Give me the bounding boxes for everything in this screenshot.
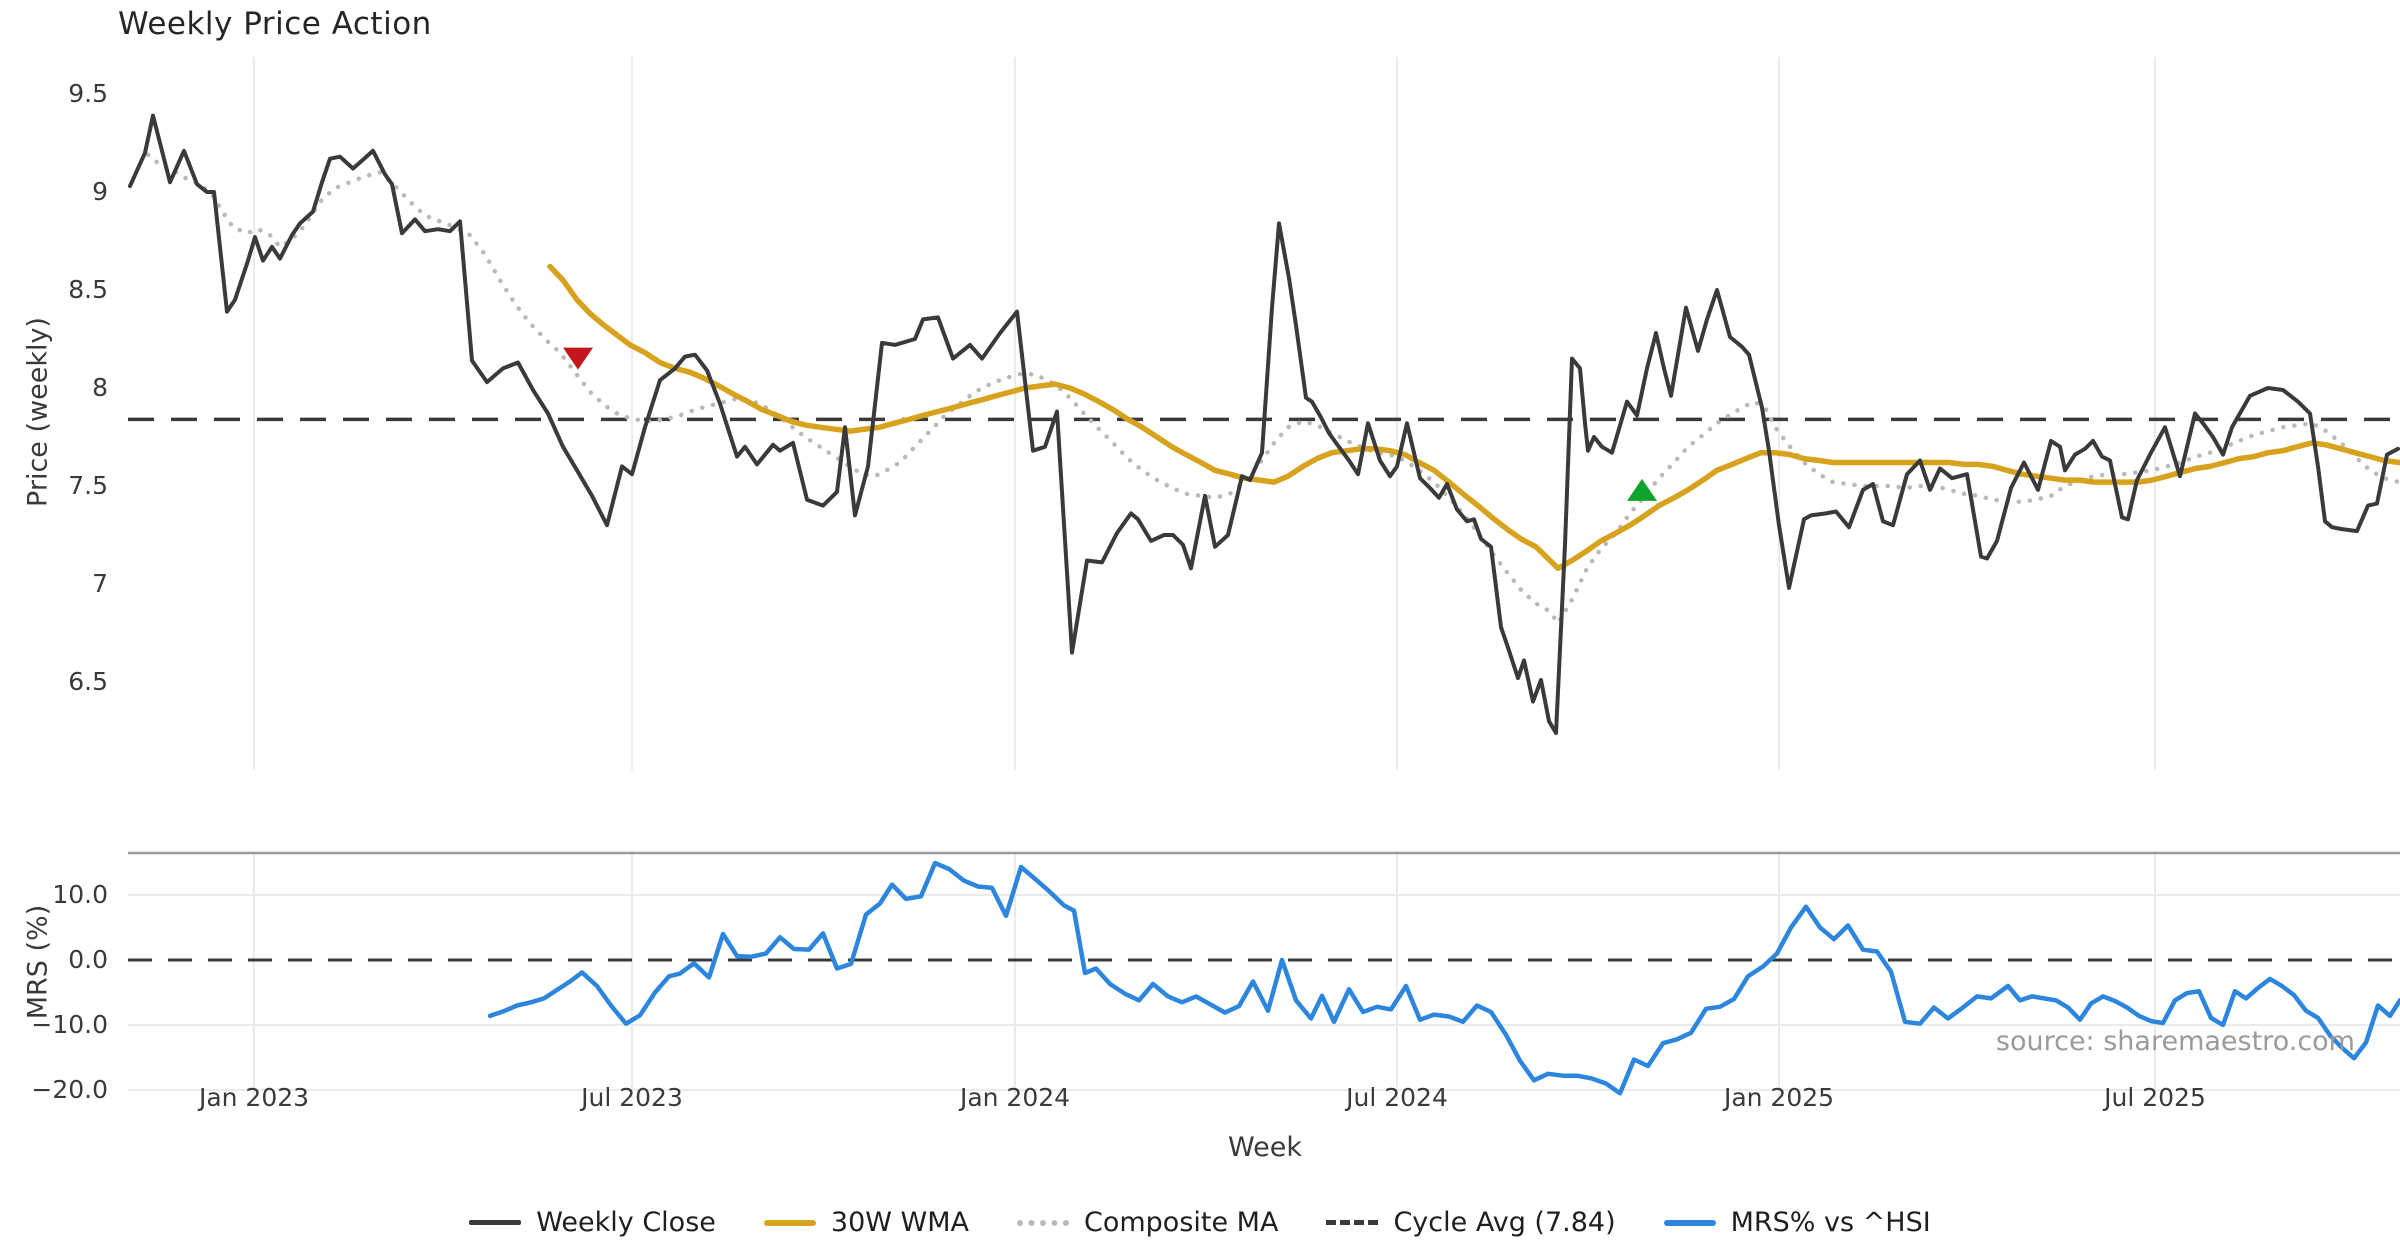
legend-label: Composite MA xyxy=(1084,1207,1279,1238)
sell-signal-marker-icon xyxy=(563,347,593,370)
mrs-y-tick-label: −10.0 xyxy=(31,1010,108,1039)
price-y-tick-label: 7.5 xyxy=(68,471,108,500)
legend-item-wma: 30W WMA xyxy=(763,1207,969,1238)
x-tick-label: Jul 2024 xyxy=(1346,1083,1448,1112)
legend-label: MRS% vs ^HSI xyxy=(1730,1207,1931,1238)
legend-label: Cycle Avg (7.84) xyxy=(1393,1207,1616,1238)
price-y-tick-label: 8 xyxy=(92,373,108,402)
mrs-y-tick-label: 10.0 xyxy=(52,880,108,909)
price-y-tick-label: 6.5 xyxy=(68,667,108,696)
legend-label: Weekly Close xyxy=(536,1207,716,1238)
price-y-tick-label: 9 xyxy=(92,177,108,206)
legend-item-cycle-avg: Cycle Avg (7.84) xyxy=(1326,1207,1616,1238)
legend: Weekly Close 30W WMA Composite MA Cycle … xyxy=(0,1207,2400,1238)
cycle-avg-line-swatch-icon xyxy=(1326,1220,1379,1225)
x-tick-label: Jul 2025 xyxy=(2104,1083,2206,1112)
composite-ma-line xyxy=(145,152,2400,626)
price-y-tick-label: 7 xyxy=(92,569,108,598)
x-tick-label: Jan 2024 xyxy=(959,1083,1071,1112)
legend-item-mrs: MRS% vs ^HSI xyxy=(1663,1207,1931,1238)
wma-line xyxy=(547,263,2400,572)
legend-item-weekly-close: Weekly Close xyxy=(469,1207,716,1238)
price-y-tick-label: 9.5 xyxy=(68,79,108,108)
x-tick-label: Jul 2023 xyxy=(581,1083,683,1112)
mrs-y-tick-label: −20.0 xyxy=(31,1075,108,1104)
legend-item-composite: Composite MA xyxy=(1017,1207,1278,1238)
x-axis-label: Week xyxy=(1228,1132,1302,1163)
composite-line-swatch-icon xyxy=(1017,1219,1069,1226)
wma-line-swatch-icon xyxy=(763,1219,816,1226)
chart-title: Weekly Price Action xyxy=(118,6,432,42)
source-watermark: source: sharemaestro.com xyxy=(1995,1026,2355,1057)
x-tick-label: Jan 2023 xyxy=(198,1083,310,1112)
weekly-close-line-swatch-icon xyxy=(469,1220,522,1225)
x-tick-label: Jan 2025 xyxy=(1723,1083,1835,1112)
mrs-y-tick-label: 0.0 xyxy=(68,945,108,974)
weekly-close-line xyxy=(128,113,2400,735)
legend-label: 30W WMA xyxy=(830,1207,969,1238)
mrs-line-swatch-icon xyxy=(1663,1219,1716,1226)
price-y-tick-label: 8.5 xyxy=(68,275,108,304)
mrs-line xyxy=(487,860,2400,1096)
buy-signal-marker-icon xyxy=(1627,478,1657,501)
